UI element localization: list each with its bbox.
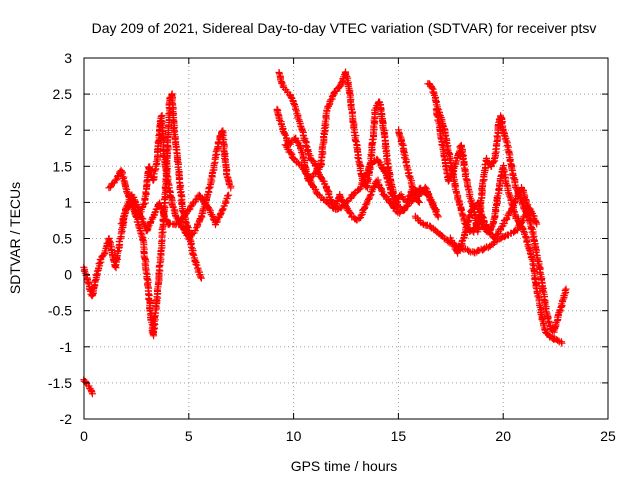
series-mid-c — [281, 141, 440, 214]
x-tick-label: 0 — [80, 428, 88, 444]
y-tick-label: -0.5 — [48, 303, 72, 319]
series-markers — [273, 68, 442, 221]
data-layer — [80, 68, 570, 398]
chart-title: Day 209 of 2021, Sidereal Day-to-day VTE… — [92, 20, 597, 36]
series-mid-d — [395, 126, 423, 206]
y-tick-label: -1 — [60, 339, 73, 355]
series-late-d — [446, 184, 534, 257]
series-early-a — [80, 376, 96, 398]
x-tick-label: 10 — [286, 428, 302, 444]
x-tick-label: 15 — [391, 428, 407, 444]
y-axis-title: SDTVAR / TECUs — [7, 182, 23, 294]
series-markers — [432, 105, 570, 336]
y-tick-label: 1.5 — [53, 158, 73, 174]
y-tick-label: 3 — [64, 50, 72, 66]
series-mid-a — [275, 69, 409, 224]
y-tick-label: -2 — [60, 411, 73, 427]
series-markers — [281, 141, 440, 214]
y-tick-label: 2 — [64, 122, 72, 138]
x-tick-label: 20 — [495, 428, 511, 444]
series-early-d — [117, 191, 233, 235]
x-tick-label: 5 — [185, 428, 193, 444]
x-axis-title: GPS time / hours — [291, 458, 398, 474]
series-markers — [117, 191, 233, 235]
series-markers — [446, 184, 534, 257]
series-late-b — [432, 105, 570, 336]
y-tick-label: -1.5 — [48, 375, 72, 391]
x-tick-label: 25 — [600, 428, 616, 444]
series-markers — [80, 376, 96, 398]
tick-labels-layer: 0 5 10 15 20 25 -2 -1.5 -1 -0.5 0 0.5 1 1.5 2 2.5 3 — [48, 50, 616, 444]
y-tick-label: 1 — [64, 194, 72, 210]
series-mid-b — [273, 68, 442, 221]
ticks-layer — [83, 57, 609, 420]
y-tick-label: 2.5 — [53, 86, 73, 102]
y-tick-label: 0.5 — [53, 231, 73, 247]
series-markers — [275, 69, 409, 224]
series-markers — [395, 126, 423, 206]
y-tick-label: 0 — [64, 267, 72, 283]
